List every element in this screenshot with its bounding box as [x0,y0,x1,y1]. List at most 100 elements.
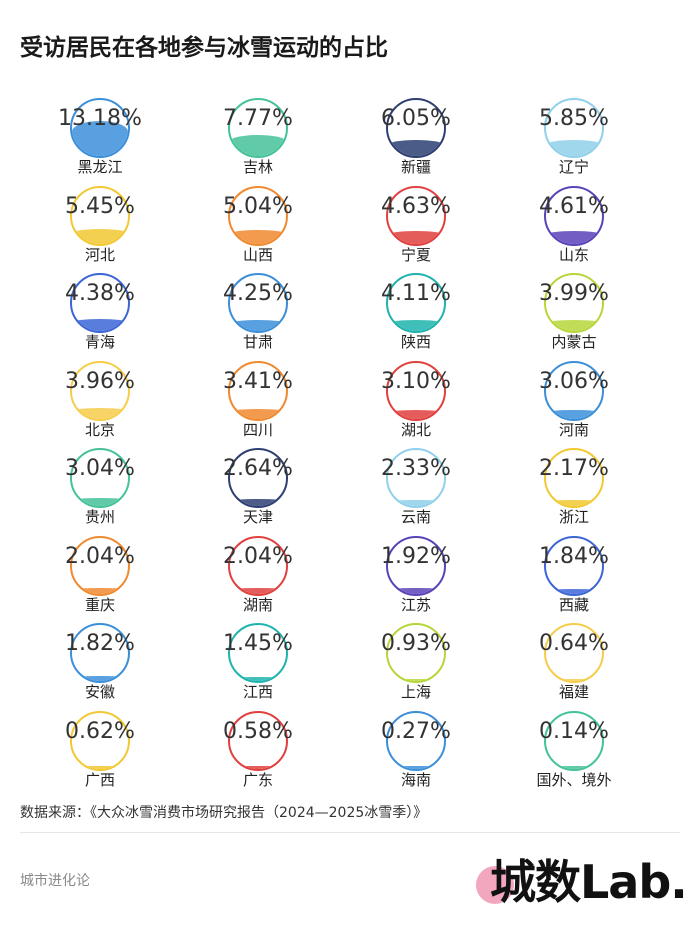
bubble-fill [388,410,444,419]
bubble-fill [230,588,286,594]
value-label: 1.92% [381,543,451,569]
value-bubble [544,98,604,158]
region-label: 福建 [558,683,589,701]
bubble-fill [230,319,286,331]
value-label: 1.82% [65,631,135,656]
value-bubble [386,185,446,246]
region-label: 湖北 [400,420,431,439]
value-label: 3.06% [539,368,609,394]
value-label: 0.93% [381,631,451,656]
region-label: 上海 [400,683,431,701]
region-label: 江苏 [400,595,431,614]
region-label: 陕西 [400,333,431,351]
value-label: 6.05% [381,106,451,131]
bubble-fill [546,588,602,594]
value-bubble [544,185,604,246]
region-cell: 2.17% 浙江 [506,448,626,534]
value-label: 3.10% [381,368,451,394]
value-bubble [70,623,130,683]
bubble-fill [388,678,444,681]
value-bubble [70,360,130,421]
region-cell: 1.82% 安徽 [32,623,152,709]
value-label: 2.64% [223,456,293,481]
region-cell: 4.25% 甘肃 [190,273,310,359]
value-bubble [544,448,604,508]
value-bubble [228,98,288,158]
region-cell: 1.84% 西藏 [506,535,626,622]
region-label: 广西 [84,770,115,789]
bubble-fill [546,410,602,419]
region-cell: 0.62% 广西 [32,710,152,797]
bubble-fill [388,499,444,506]
value-label: 7.77% [223,106,293,131]
value-bubble [544,360,604,421]
value-bubble [386,448,446,508]
bubble-fill [546,500,602,506]
region-cell: 2.64% 天津 [190,448,310,534]
region-label: 河南 [558,420,589,439]
value-label: 4.25% [223,281,293,306]
bubble-fill [230,499,286,506]
value-label: 4.63% [381,193,451,219]
region-cell: 3.04% 贵州 [32,448,152,534]
value-label: 0.64% [539,631,609,656]
bubble-fill [546,320,602,331]
value-bubble [544,273,604,333]
value-label: 0.14% [539,718,609,744]
region-label: 山西 [242,245,273,264]
value-label: 2.04% [65,543,135,569]
region-label: 西藏 [558,595,589,614]
region-cell: 2.04% 湖南 [190,535,310,622]
region-cell: 1.92% 江苏 [348,535,468,622]
value-bubble [70,448,130,508]
value-bubble [386,273,446,333]
value-label: 3.04% [65,456,135,481]
bubble-fill [230,135,286,156]
value-label: 3.99% [539,281,609,306]
bubble-fill [72,407,128,419]
value-label: 3.41% [223,368,293,394]
value-label: 2.04% [223,543,293,569]
region-cell: 3.41% 四川 [190,360,310,447]
region-cell: 1.45% 江西 [190,623,310,709]
value-bubble [386,98,446,158]
region-label: 国外、境外 [536,770,612,789]
region-label: 青海 [84,333,115,351]
region-cell: 5.04% 山西 [190,185,310,272]
value-label: 4.38% [65,281,135,306]
value-label: 1.84% [539,543,609,569]
region-cell: 3.96% 北京 [32,360,152,447]
value-label: 2.17% [539,456,609,481]
value-bubble [228,535,288,596]
value-bubble [70,185,130,246]
region-label: 贵州 [84,508,115,526]
region-cell: 0.93% 上海 [348,623,468,709]
value-bubble [386,535,446,596]
value-bubble [228,273,288,333]
value-bubble [228,185,288,246]
bubble-fill [72,588,128,594]
logo-text: 城数Lab. [490,855,688,909]
bubble-fill [72,319,128,331]
bubble-fill [546,766,602,769]
region-label: 新疆 [400,158,431,176]
logo-dot [476,866,514,904]
region-label: 辽宁 [558,158,589,176]
value-label: 0.58% [223,718,293,744]
value-bubble [386,623,446,683]
chart-title: 受访居民在各地参与冰雪运动的占比 [20,35,388,61]
bubble-fill [72,497,128,506]
region-label: 浙江 [558,508,589,526]
region-label: 山东 [558,245,589,264]
region-cell: 3.06% 河南 [506,360,626,447]
region-label: 安徽 [84,683,115,701]
region-label: 湖南 [242,595,273,614]
value-label: 0.27% [381,718,451,744]
value-bubble [228,623,288,683]
value-bubble [386,360,446,421]
value-label: 4.11% [381,281,451,306]
region-cell: 4.11% 陕西 [348,273,468,359]
bubble-fill [388,320,444,331]
bubble-fill [546,678,602,681]
